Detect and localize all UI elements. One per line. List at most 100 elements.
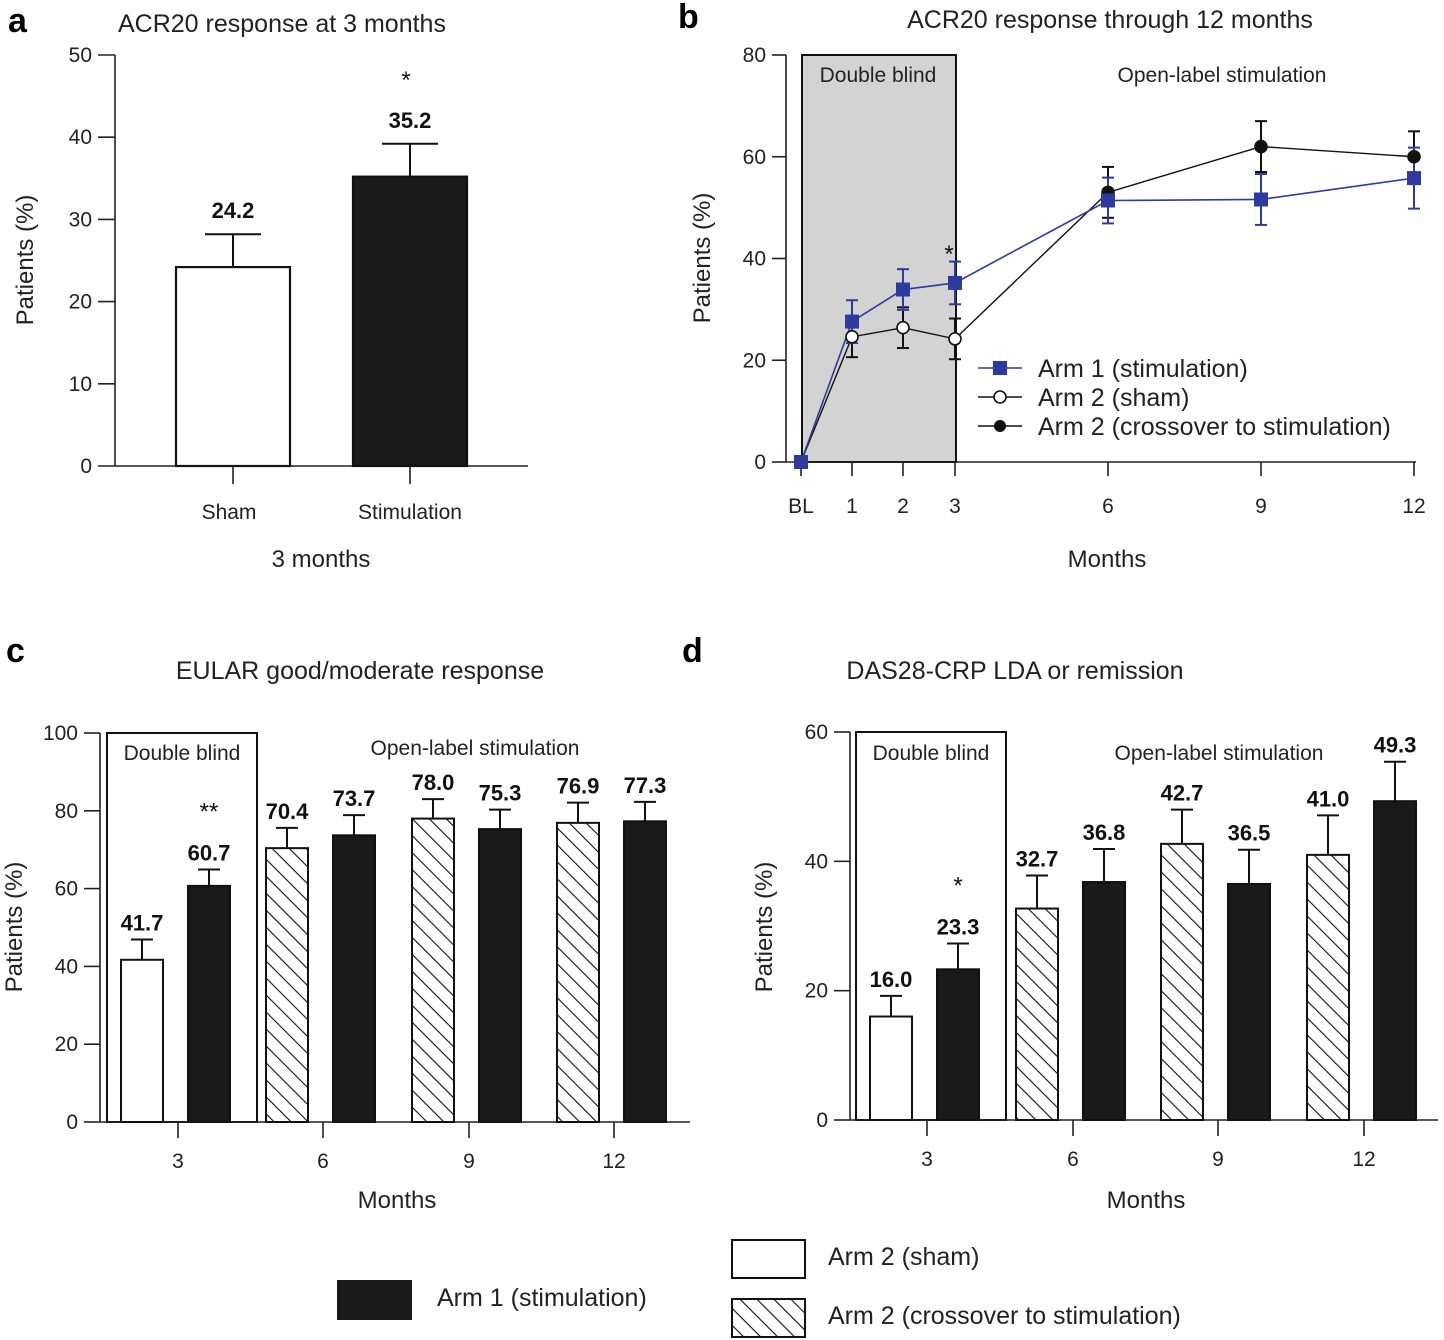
- panel-b-legend: Arm 1 (stimulation) Arm 2 (sham) Arm 2 (…: [978, 355, 1391, 441]
- panel-b-x-tick-label: BL: [788, 495, 814, 518]
- panel-a-bar-sham: [174, 265, 292, 468]
- panel-d-bars: 16.0 23.3 * 32.7 36.8 42.7 36.5 41.0 49.3: [869, 733, 1417, 1122]
- panel-a: a ACR20 response at 3 months 0 10 20 30 40 50…: [8, 2, 528, 573]
- panel-a-x-tick-label: Sham: [202, 501, 257, 524]
- panel-b-legend-arm2-crossover: Arm 2 (crossover to stimulation): [1038, 413, 1391, 441]
- panel-d-value-label: 42.7: [1161, 781, 1204, 806]
- panel-d-value-label: 41.0: [1307, 786, 1350, 811]
- legend-label-arm1: Arm 1 (stimulation): [437, 1284, 647, 1312]
- panel-b-significance-marker: *: [944, 241, 953, 268]
- panel-c-value-label: 77.3: [624, 773, 667, 798]
- panel-b-legend-arm1: Arm 1 (stimulation): [1038, 355, 1248, 383]
- panel-d-x-axis-label: Months: [1107, 1187, 1186, 1214]
- panel-letter-d: d: [682, 632, 703, 670]
- panel-c-bar-arm2-3: [120, 958, 164, 1123]
- panel-c-bar-arm1-6: [332, 834, 376, 1123]
- panel-d-bar-arm1-6: [1082, 881, 1126, 1121]
- panel-c-value-label: 75.3: [479, 781, 522, 806]
- bottom-legend: Arm 1 (stimulation) Arm 2 (sham) Arm 2 (…: [337, 1239, 1181, 1338]
- panel-d-axes: 0 20 40 60 3 6 9 12: [805, 721, 1438, 1171]
- panel-b-x-tick-label: 12: [1402, 495, 1425, 518]
- panel-d-title: DAS28-CRP LDA or remission: [846, 657, 1183, 685]
- panel-a-title: ACR20 response at 3 months: [118, 10, 446, 38]
- panel-c-bar-arm1-12: [623, 820, 667, 1123]
- panel-a-y-tick-label: 50: [69, 44, 92, 67]
- panel-a-bars: 24.2 35.2 *: [174, 67, 469, 468]
- panel-d-bar-arm1-12: [1373, 800, 1417, 1122]
- panel-b-point-arm2-sham: [948, 332, 962, 346]
- panel-d-value-label: 49.3: [1374, 733, 1417, 758]
- panel-c-y-axis-label: Patients (%): [1, 862, 28, 993]
- panel-b-point-arm2-crossover: [1407, 149, 1421, 164]
- panel-d-bar-arm2-3: [869, 1015, 913, 1121]
- panel-a-bar-stimulation: [351, 175, 469, 468]
- panel-d-y-tick-label: 60: [805, 721, 828, 744]
- panel-b-point-arm1: [1407, 171, 1421, 186]
- panel-c-x-axis-label: Months: [358, 1187, 437, 1214]
- panel-d-bar-arm2-9: [1160, 842, 1204, 1122]
- panel-d-x-tick-label: 6: [1067, 1148, 1079, 1171]
- panel-c-y-tick-label: 20: [55, 1033, 78, 1056]
- panel-c-value-label: 76.9: [557, 774, 600, 799]
- panel-d-significance-marker: *: [953, 872, 962, 899]
- legend-swatch-arm1: [337, 1280, 412, 1320]
- legend-swatch-arm2-sham: [731, 1239, 806, 1279]
- panel-c-value-label: 41.7: [121, 911, 164, 936]
- panel-b-point-arm1: [1101, 193, 1115, 208]
- legend-marker-arm1: [993, 361, 1007, 375]
- panel-c-value-label: 70.4: [266, 799, 310, 824]
- panel-d-x-tick-label: 12: [1352, 1148, 1375, 1171]
- panel-d-bar-arm2-6: [1015, 907, 1059, 1121]
- panel-a-y-tick-label: 10: [69, 373, 92, 396]
- panel-b-x-tick-label: 3: [949, 495, 961, 518]
- panel-b-double-blind-label: Double blind: [820, 64, 937, 87]
- panel-d-bar-arm1-9: [1227, 882, 1271, 1122]
- legend-label-arm2-sham: Arm 2 (sham): [828, 1243, 979, 1271]
- panel-d-double-blind-label: Double blind: [873, 742, 990, 765]
- legend-marker-arm2-crossover: [994, 420, 1006, 432]
- panel-c-bar-arm1-3: [187, 884, 231, 1124]
- legend-marker-arm2-sham: [993, 390, 1007, 404]
- panel-b-x-tick-label: 9: [1255, 495, 1267, 518]
- panel-c-x-tick-label: 6: [317, 1150, 329, 1173]
- panel-a-value-label: 35.2: [389, 108, 432, 133]
- panel-d-value-label: 23.3: [937, 914, 980, 939]
- panel-letter-a: a: [8, 2, 28, 40]
- panel-d-y-axis-label: Patients (%): [751, 862, 778, 993]
- panel-a-significance-marker: *: [401, 67, 410, 94]
- panel-c-bar-arm2-9: [411, 817, 455, 1124]
- panel-d-value-label: 36.5: [1228, 821, 1271, 846]
- panel-c-x-tick-label: 9: [463, 1150, 475, 1173]
- panel-c-x-tick-label: 12: [602, 1150, 625, 1173]
- panel-c-y-tick-label: 0: [66, 1111, 78, 1134]
- legend-swatch-arm2-crossover: [731, 1298, 806, 1338]
- legend-label-arm2-crossover: Arm 2 (crossover to stimulation): [828, 1302, 1181, 1330]
- panel-a-y-tick-label: 30: [69, 208, 92, 231]
- panel-d-bar-arm2-12: [1306, 853, 1350, 1121]
- panel-d-y-tick-label: 40: [805, 850, 828, 873]
- panel-d-value-label: 36.8: [1083, 820, 1126, 845]
- panel-d-x-tick-label: 3: [921, 1148, 933, 1171]
- panel-a-y-tick-label: 0: [80, 455, 92, 478]
- panel-b-point-arm2-crossover: [1254, 139, 1268, 154]
- panel-c-y-tick-label: 60: [55, 878, 78, 901]
- panel-a-x-tick-label: Stimulation: [358, 501, 462, 524]
- panel-b-y-axis-label: Patients (%): [689, 193, 716, 324]
- panel-c-significance-marker: **: [200, 799, 219, 826]
- panel-c-value-label: 60.7: [188, 841, 231, 866]
- panel-b-x-tick-label: 1: [846, 495, 858, 518]
- panel-c-double-blind-label: Double blind: [124, 742, 241, 765]
- panel-c-bar-arm1-9: [478, 828, 522, 1123]
- panel-c-bar-arm2-6: [265, 847, 309, 1123]
- panel-d-x-tick-label: 9: [1212, 1148, 1224, 1171]
- panel-c-value-label: 78.0: [412, 770, 455, 795]
- panel-c-x-tick-label: 3: [172, 1150, 184, 1173]
- panel-c-value-label: 73.7: [333, 786, 376, 811]
- panel-b-point-arm1: [948, 275, 962, 290]
- panel-d-open-label-label: Open-label stimulation: [1115, 742, 1324, 765]
- panel-b: b ACR20 response through 12 months Doubl…: [678, 0, 1426, 573]
- panel-b-y-tick-label: 20: [743, 349, 766, 372]
- panel-b-point-arm2-sham: [896, 320, 910, 335]
